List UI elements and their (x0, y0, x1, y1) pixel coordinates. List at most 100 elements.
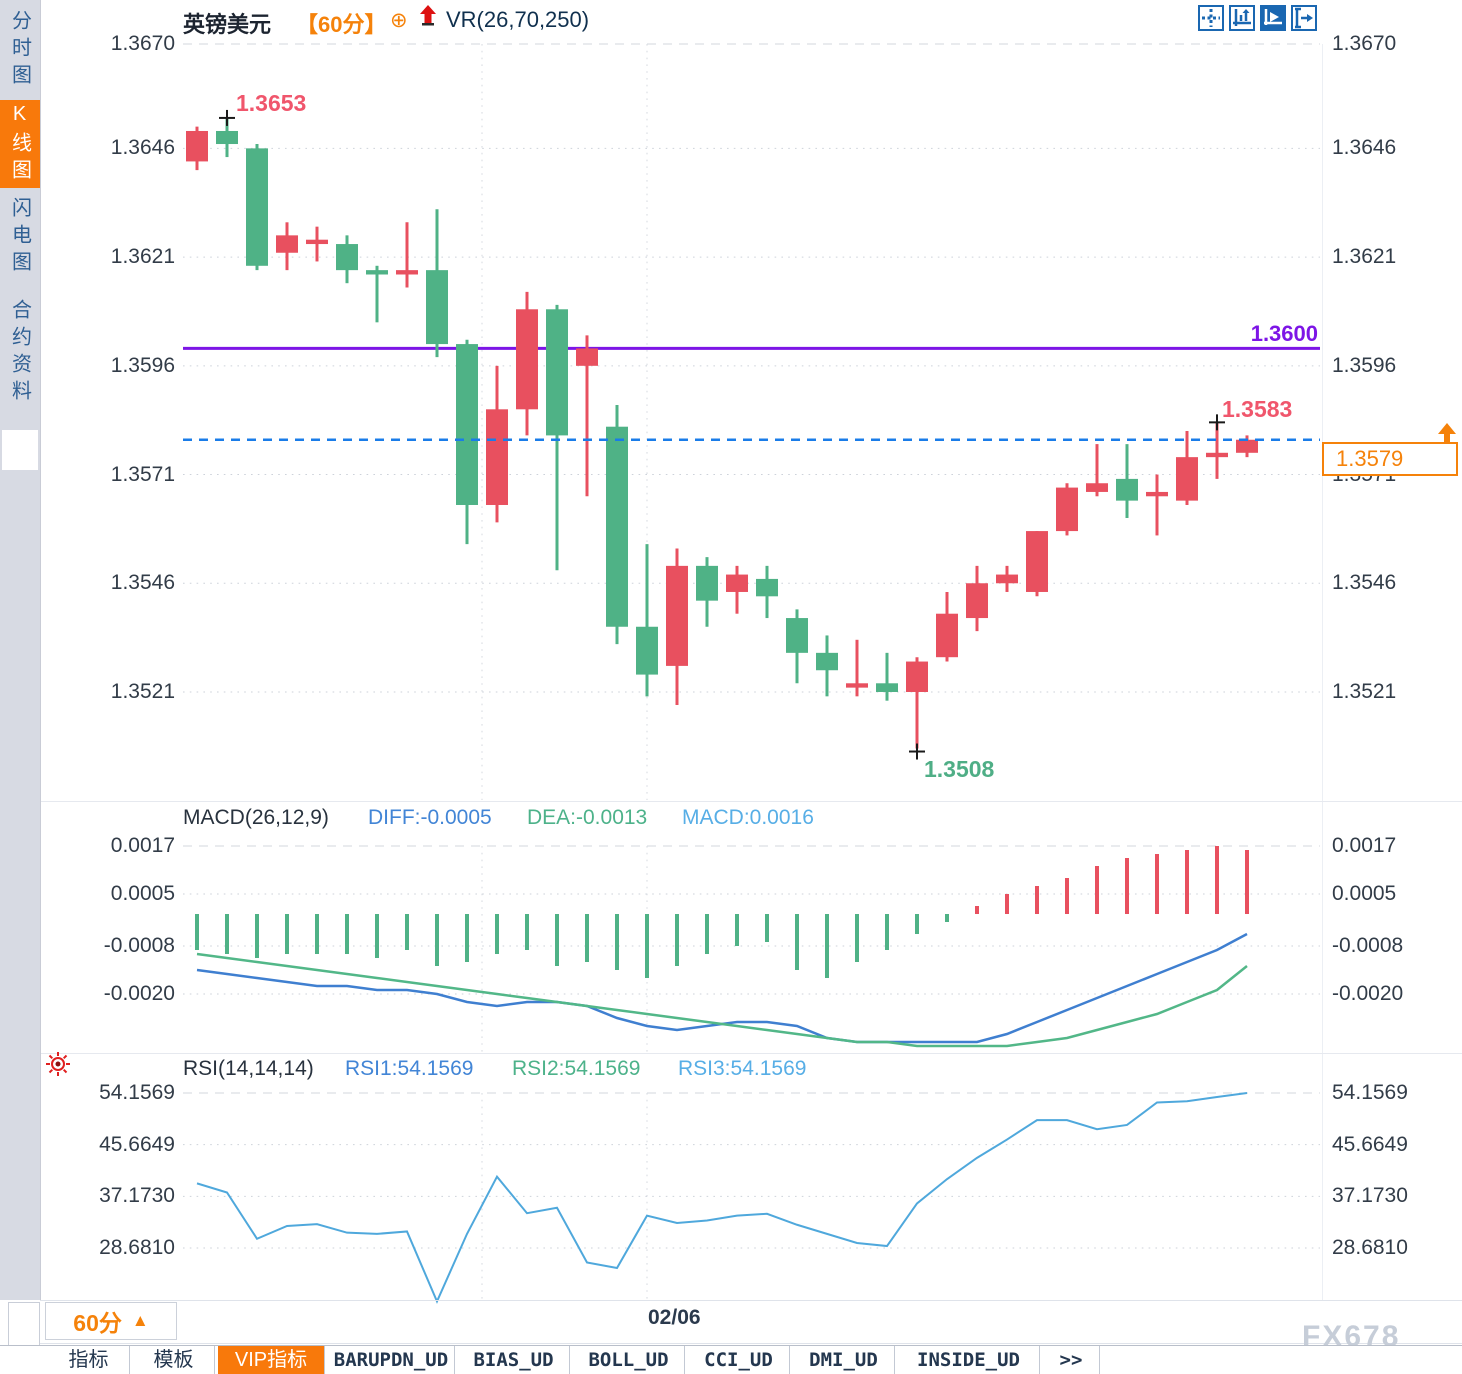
swing-high-label: 1.3583 (1222, 396, 1293, 422)
sidebar-tab-3[interactable]: 闪电图 (0, 193, 40, 281)
macd-dea-value: DEA:-0.0013 (527, 806, 648, 829)
plot-right-border (1322, 44, 1323, 1300)
candle-body (906, 661, 928, 692)
axis-label: 1.3521 (110, 679, 175, 703)
axis-label: -0.0020 (1332, 982, 1404, 1005)
axis-label: -0.0020 (103, 982, 175, 1005)
axis-label: 28.6810 (1332, 1235, 1408, 1259)
bottom-tab-10[interactable]: >> (1043, 1346, 1100, 1374)
rsi-line-rsi1 (196, 1092, 1248, 1304)
axis-label: 1.3621 (1332, 245, 1397, 269)
axis-label: 37.1730 (1332, 1184, 1408, 1208)
macd-value: MACD:0.0016 (682, 806, 814, 829)
marked-high-label: 1.3653 (236, 90, 307, 116)
candle-body (456, 344, 478, 505)
price-alert-arrow-icon (1444, 434, 1450, 443)
rsi2-value: RSI2:54.1569 (512, 1057, 641, 1080)
red-target-icon[interactable] (44, 1050, 72, 1083)
candle-body (606, 426, 628, 627)
candle-body (786, 618, 808, 653)
axis-label: 1.3670 (110, 32, 175, 55)
axis-label: 0.0017 (110, 834, 175, 857)
axis-label: 1.3546 (110, 571, 175, 595)
indicator-title[interactable]: VR(26,70,250) (446, 7, 590, 32)
candle-body (846, 683, 868, 688)
bottom-tab-4[interactable]: BARUPDN_UD (328, 1346, 455, 1374)
symbol-title: 英镑美元 (183, 12, 272, 37)
axis-label: 1.3670 (1332, 32, 1397, 55)
current-price-box: 1.3579 (1322, 442, 1458, 476)
panel-separator (40, 1343, 1462, 1344)
candle-body (756, 578, 778, 597)
candle-body (516, 309, 538, 410)
macd-line-dea (196, 952, 1248, 1048)
candle-body (396, 270, 418, 275)
axis-label: 45.6649 (1332, 1132, 1408, 1156)
candle-body (276, 235, 298, 253)
candle-body (936, 613, 958, 658)
bottom-tab-8[interactable]: DMI_UD (793, 1346, 895, 1374)
candle-body (636, 626, 658, 675)
candle-body (1086, 483, 1108, 492)
axis-label: 54.1569 (1332, 1081, 1408, 1104)
candle-body (336, 244, 358, 271)
candle-body (696, 565, 718, 601)
candle-body (1236, 439, 1258, 453)
macd-title[interactable]: MACD(26,12,9) (183, 806, 329, 829)
bottom-tab-6[interactable]: BOLL_UD (573, 1346, 685, 1374)
rsi-title[interactable]: RSI(14,14,14) (183, 1057, 314, 1080)
candle-body (426, 270, 448, 345)
rsi1-value: RSI1:54.1569 (345, 1057, 474, 1080)
axis-label: 1.3646 (1332, 136, 1397, 160)
axis-label: 0.0005 (1332, 882, 1397, 905)
period-selector-label: 60分 (73, 1310, 122, 1336)
candle-body (246, 148, 268, 266)
axis-label: 1.3546 (1332, 571, 1397, 595)
export-chart-icon[interactable] (1291, 5, 1317, 31)
axis-label: 1.3596 (110, 353, 175, 377)
marked-low-label: 1.3508 (924, 756, 995, 782)
sidebar-tab-2[interactable]: K线图 (0, 100, 40, 188)
candle-body (1056, 487, 1078, 532)
period-selector-button[interactable]: 60分 ▲ (45, 1302, 177, 1340)
axis-label: -0.0008 (103, 934, 175, 957)
candle-body (1116, 478, 1138, 501)
axis-label: 37.1730 (99, 1184, 175, 1208)
pointer-chart-icon[interactable] (1260, 5, 1286, 31)
axis-label: 54.1569 (99, 1081, 175, 1104)
bottom-tab-3[interactable]: VIP指标 (218, 1346, 325, 1374)
candle-body (666, 565, 688, 666)
candle-body (546, 309, 568, 436)
axis-label: 1.3646 (110, 136, 175, 160)
candle-body (966, 583, 988, 619)
x-axis-date-label: 02/06 (648, 1306, 701, 1329)
panel-separator (40, 801, 1462, 802)
axis-label: 0.0005 (110, 882, 175, 905)
bottom-tab-bar: 指标 模板 VIP指标 BARUPDN_UD BIAS_UD BOLL_UD CCI_UD D… (0, 1345, 1462, 1374)
price-alert-arrow-icon (1438, 423, 1456, 434)
period-label[interactable]: 【60分】 (296, 12, 387, 37)
current-price-value: 1.3579 (1336, 446, 1404, 471)
red-up-arrow-icon (416, 3, 440, 36)
bottom-tab-5[interactable]: BIAS_UD (458, 1346, 570, 1374)
macd-line-diff (196, 932, 1248, 1044)
sidebar-tab-4[interactable]: 合约资料 (0, 287, 40, 418)
bottom-tab-9[interactable]: INSIDE_UD (898, 1346, 1040, 1374)
sidebar-tab-1[interactable]: 分时图 (0, 6, 40, 94)
circle-plus-icon[interactable]: ⊕ (390, 9, 408, 32)
triangle-up-icon: ▲ (131, 1311, 149, 1330)
bottom-tab-2[interactable]: 模板 (133, 1346, 215, 1374)
axis-label: -0.0008 (1332, 934, 1404, 957)
panel-separator (40, 1300, 1462, 1301)
candle-body (306, 239, 328, 245)
bottom-tab-7[interactable]: CCI_UD (688, 1346, 790, 1374)
candle-body (876, 683, 898, 692)
axis-scale-icon[interactable] (1229, 5, 1255, 31)
axis-label: 1.3621 (110, 245, 175, 269)
candle-body (726, 574, 748, 592)
sidebar: 分时图 K线图闪电图合约资料 (0, 0, 41, 1300)
bottom-tab-1[interactable]: 指标 (48, 1346, 130, 1374)
crosshair-icon[interactable] (1198, 5, 1224, 31)
candle-body (996, 574, 1018, 584)
